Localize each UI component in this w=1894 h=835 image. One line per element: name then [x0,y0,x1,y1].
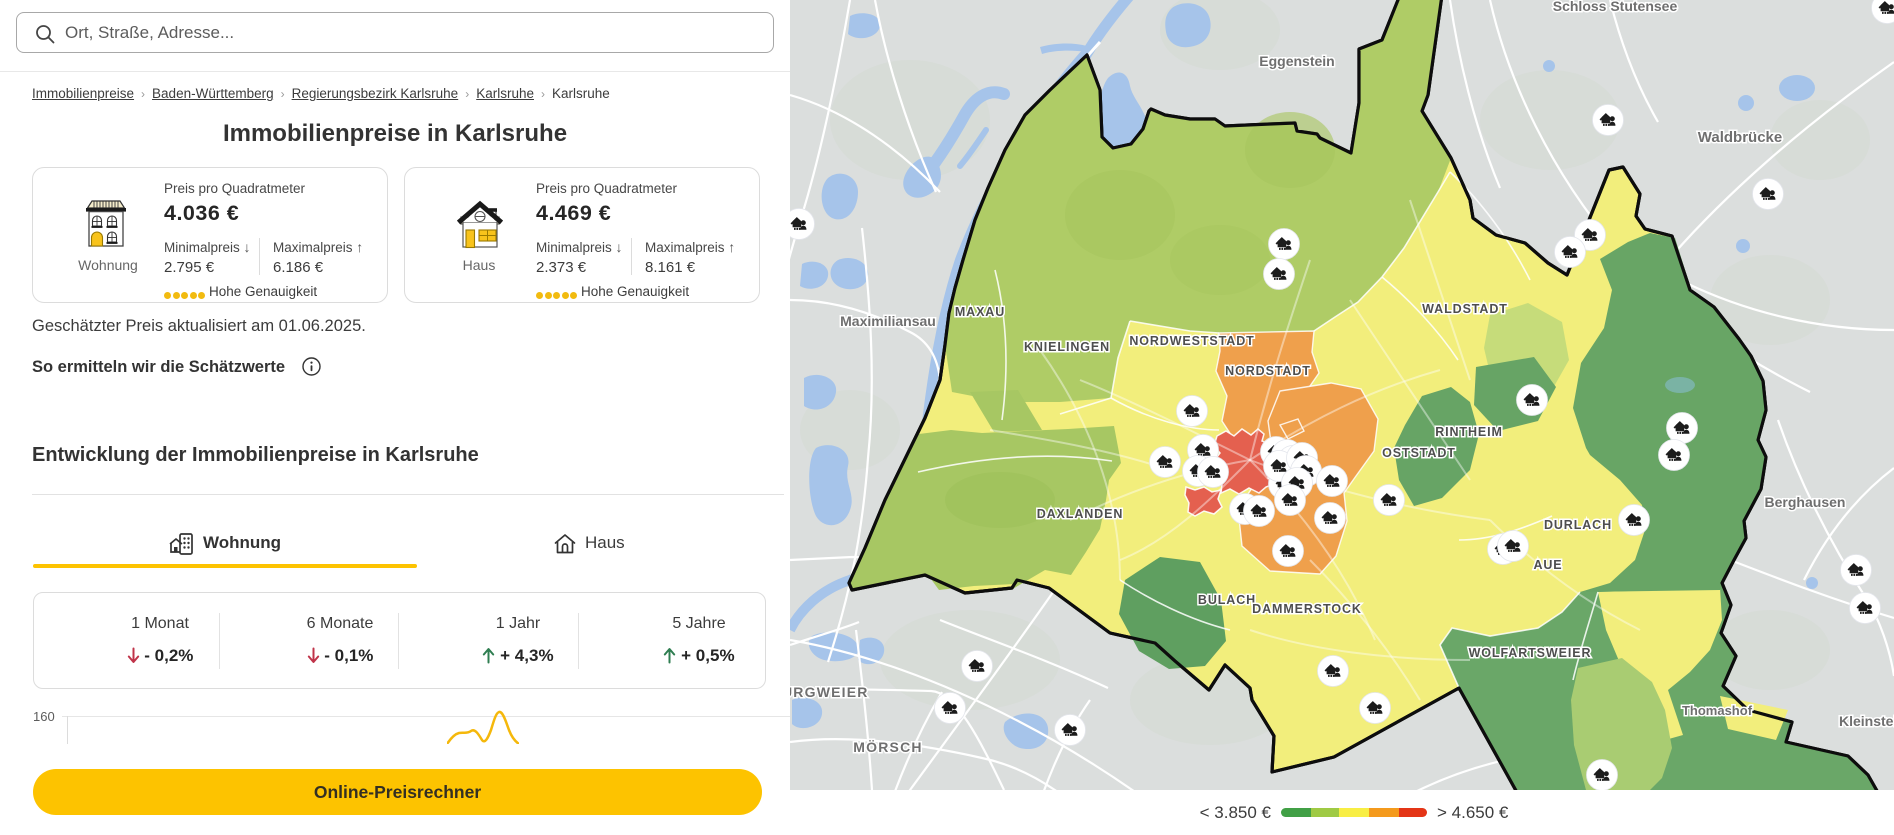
svg-text:WALDSTADT: WALDSTADT [1422,302,1508,316]
svg-text:NORDSTADT: NORDSTADT [1225,364,1311,378]
svg-text:MÖRSCH: MÖRSCH [853,739,922,755]
svg-text:DAXLANDEN: DAXLANDEN [1037,507,1124,521]
svg-text:BULACH: BULACH [1198,593,1256,607]
svg-text:Schloss Stutensee: Schloss Stutensee [1553,0,1678,14]
svg-text:NORDWESTSTADT: NORDWESTSTADT [1129,334,1254,348]
svg-text:Berghausen: Berghausen [1765,494,1846,510]
svg-text:Maximiliansau: Maximiliansau [840,313,936,329]
svg-text:WOLFARTSWEIER: WOLFARTSWEIER [1469,646,1592,660]
svg-text:DURLACH: DURLACH [1544,518,1612,532]
svg-text:KNIELINGEN: KNIELINGEN [1024,340,1110,354]
svg-text:Waldbrücke: Waldbrücke [1698,129,1782,146]
svg-text:OSTSTADT: OSTSTADT [1382,446,1456,460]
svg-text:RINTHEIM: RINTHEIM [1435,425,1503,439]
svg-text:Eggenstein: Eggenstein [1259,53,1334,69]
svg-text:AUE: AUE [1533,558,1562,572]
svg-text:DAMMERSTOCK: DAMMERSTOCK [1252,602,1362,616]
svg-text:Kleinsteinb: Kleinsteinb [1839,713,1894,729]
svg-text:MAXAU: MAXAU [955,305,1005,319]
svg-text:Thomashof: Thomashof [1682,703,1753,718]
svg-text:URGWEIER: URGWEIER [790,684,869,700]
